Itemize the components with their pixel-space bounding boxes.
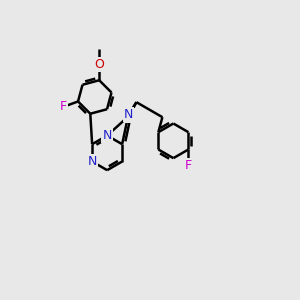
Text: O: O [94, 58, 104, 71]
Text: N: N [103, 129, 112, 142]
Text: N: N [88, 155, 97, 168]
Text: N: N [125, 109, 134, 122]
Text: N: N [124, 108, 133, 122]
Text: F: F [60, 100, 67, 113]
Text: F: F [185, 159, 192, 172]
